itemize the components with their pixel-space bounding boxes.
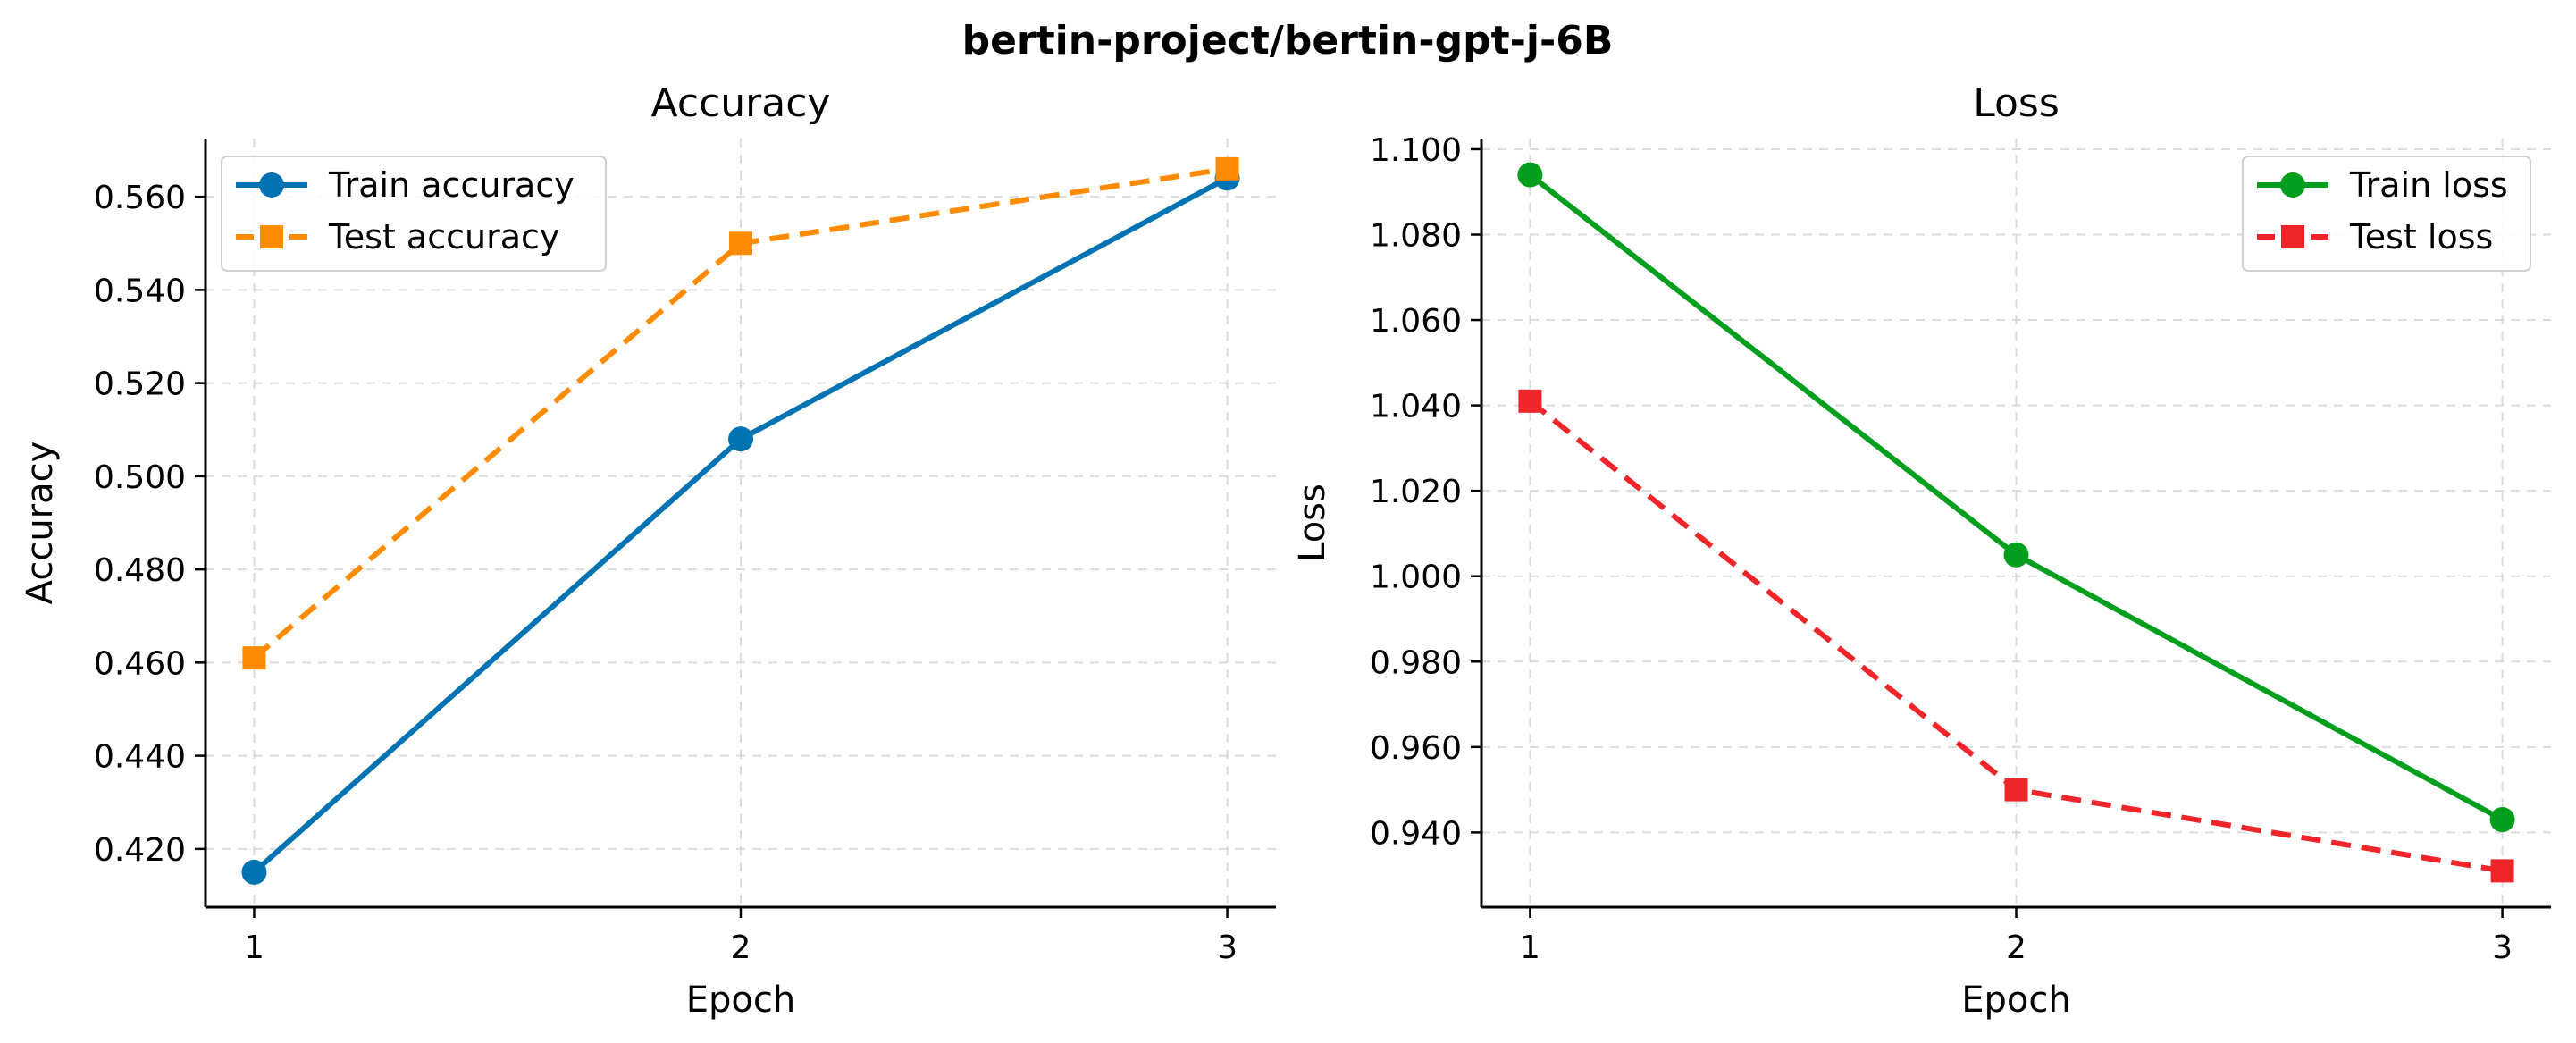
series-2 — [242, 156, 1239, 670]
y-tick-label: 1.020 — [1370, 474, 1462, 510]
legend: Train accuracy Test accuracy — [221, 156, 607, 272]
x-axis-label: Epoch — [686, 980, 795, 1021]
chart-2: Loss 0.940 0.960 0.980 1.000 1.020 1.040 1.060 1… — [1292, 80, 2551, 1021]
data-point — [1215, 156, 1239, 181]
x-tick-label: 1 — [1520, 929, 1540, 966]
data-point — [728, 426, 753, 452]
legend-marker — [260, 225, 283, 248]
x-tick-label: 3 — [2492, 929, 2513, 966]
data-point — [241, 859, 267, 885]
chart-title: Accuracy — [651, 80, 831, 126]
series-2 — [1518, 389, 2514, 883]
x-tick-label: 1 — [244, 929, 264, 966]
y-axis-label: Loss — [1292, 484, 1333, 562]
y-tick-label: 0.540 — [94, 273, 186, 309]
y-tick-label: 1.000 — [1370, 559, 1462, 596]
y-tick-label: 0.980 — [1370, 644, 1462, 681]
legend-label: Test loss — [2349, 217, 2493, 257]
legend-marker — [2280, 172, 2305, 198]
legend-marker — [2281, 225, 2304, 248]
legend-marker — [259, 172, 284, 198]
data-point — [1518, 389, 1542, 413]
y-tick-label: 0.440 — [94, 739, 186, 776]
legend-label: Train accuracy — [328, 165, 575, 205]
data-point — [2003, 542, 2029, 568]
y-tick-label: 1.100 — [1370, 132, 1462, 169]
y-tick-label: 0.480 — [94, 552, 186, 589]
y-axis-label: Accuracy — [20, 442, 61, 605]
legend-label: Test accuracy — [328, 217, 559, 257]
data-point — [242, 646, 266, 670]
legend-label: Train loss — [2349, 165, 2508, 205]
y-tick-label: 1.060 — [1370, 303, 1462, 340]
y-tick-label: 1.080 — [1370, 218, 1462, 255]
y-tick-label: 0.940 — [1370, 815, 1462, 852]
chart-title: Loss — [1973, 80, 2060, 126]
series-1 — [1517, 162, 2515, 833]
y-tick-label: 0.500 — [94, 459, 186, 496]
figure-title: bertin-project/bertin-gpt-j-6B — [962, 18, 1614, 63]
y-tick-label: 1.040 — [1370, 389, 1462, 425]
y-tick-label: 0.520 — [94, 366, 186, 403]
legend: Train loss Test loss — [2242, 156, 2531, 272]
data-point — [1517, 162, 1543, 188]
x-tick-label: 2 — [2006, 929, 2026, 966]
series-1 — [241, 165, 1240, 885]
x-tick-label: 2 — [731, 929, 751, 966]
data-point — [729, 231, 752, 256]
y-tick-label: 0.960 — [1370, 730, 1462, 767]
legend-frame — [221, 156, 607, 272]
y-tick-label: 0.460 — [94, 645, 186, 682]
charts: Accuracy 0.420 0.440 0.460 0.480 0.500 0.520 0.… — [20, 80, 2551, 1021]
data-point — [2489, 807, 2515, 833]
data-point — [2490, 859, 2514, 883]
chart-1: Accuracy 0.420 0.440 0.460 0.480 0.500 0.520 0.… — [20, 80, 1276, 1021]
data-point — [2004, 778, 2028, 802]
y-tick-label: 0.560 — [94, 180, 186, 216]
x-tick-label: 3 — [1217, 929, 1238, 966]
y-tick-label: 0.420 — [94, 832, 186, 869]
x-axis-label: Epoch — [1961, 980, 2070, 1021]
